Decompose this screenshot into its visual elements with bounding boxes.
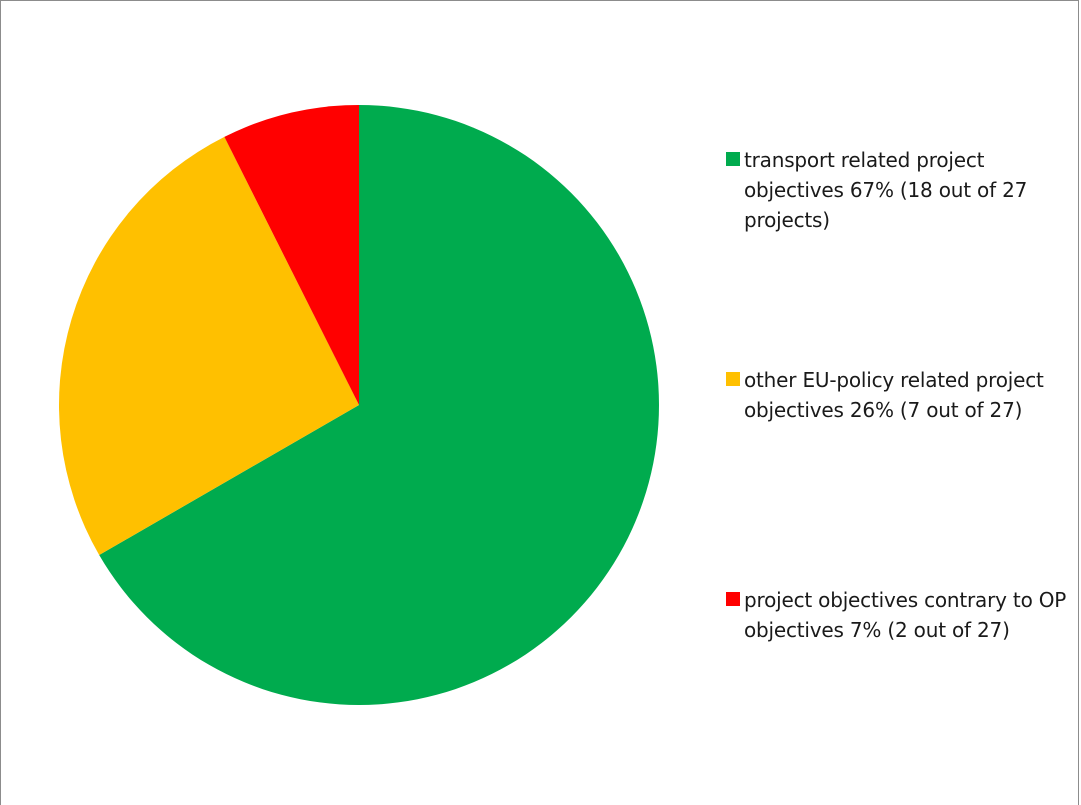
legend-swatch-contrary [726,592,740,606]
pie-slice-other-eu-policy [58,136,359,555]
legend: transport related project objectives 67%… [726,0,1081,805]
legend-item-transport: transport related project objectives 67%… [726,145,1076,235]
legend-item-other-eu-policy: other EU-policy related project objectiv… [726,365,1076,425]
pie-slice-transport [99,105,659,705]
legend-swatch-other-eu-policy [726,372,740,386]
pie-slice-contrary [224,105,359,405]
legend-item-contrary: project objectives contrary to OP object… [726,585,1076,645]
legend-label-transport: transport related project objectives 67%… [744,148,1028,232]
legend-label-contrary: project objectives contrary to OP object… [744,588,1067,642]
legend-label-other-eu-policy: other EU-policy related project objectiv… [744,368,1044,422]
pie-chart [58,105,659,705]
legend-swatch-transport [726,152,740,166]
